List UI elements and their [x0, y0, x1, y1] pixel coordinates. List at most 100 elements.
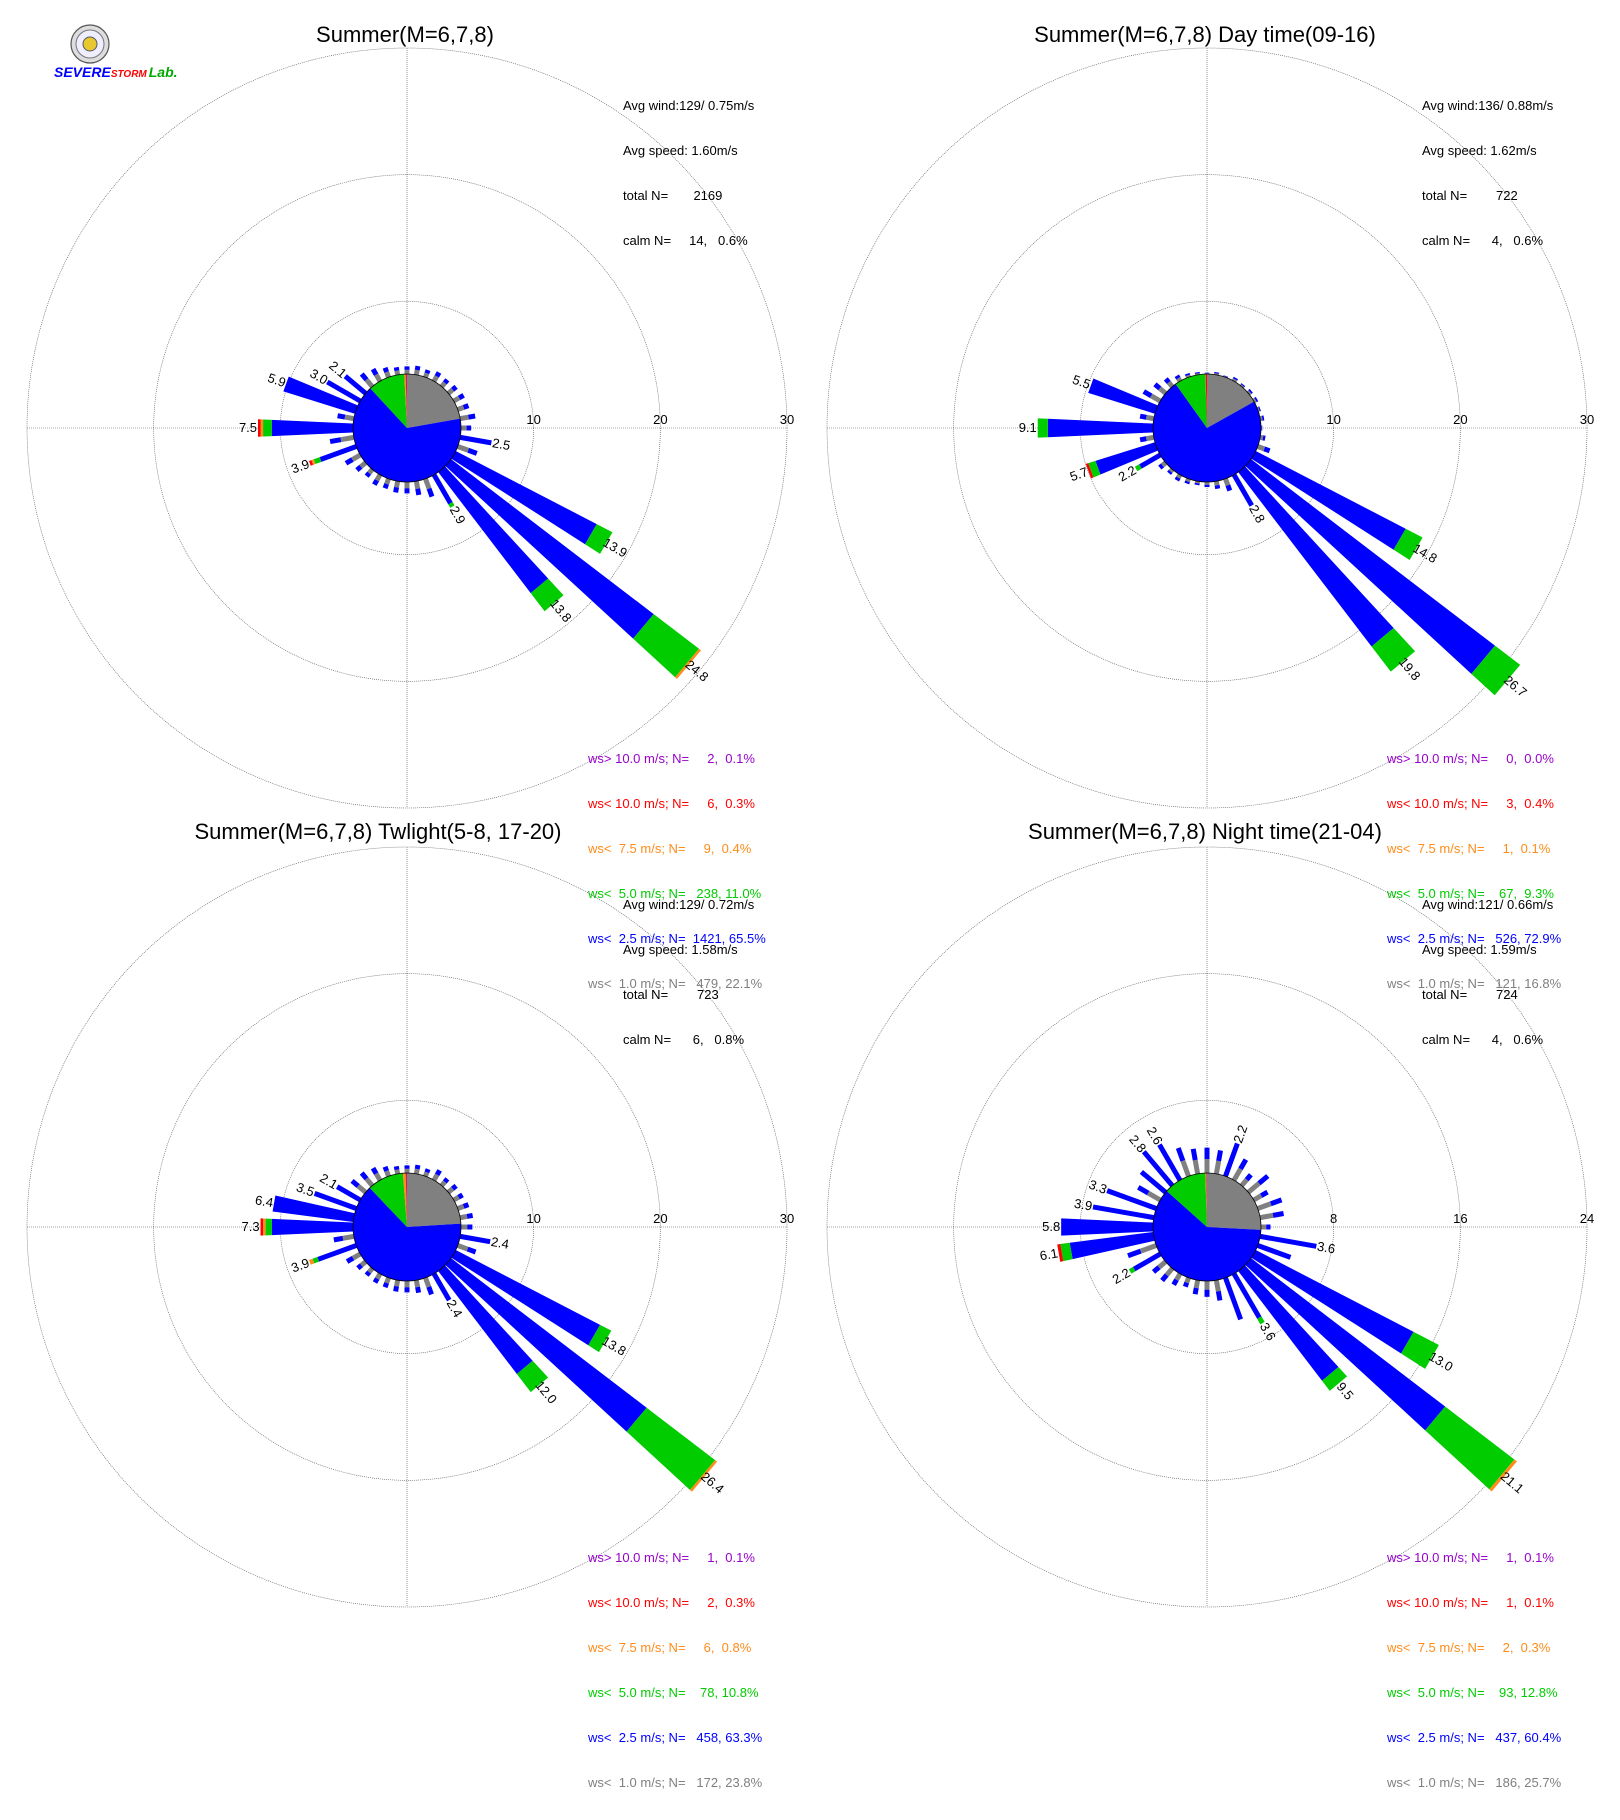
- sector-bar-340: [1176, 1147, 1185, 1161]
- ring-label: 30: [780, 412, 794, 427]
- sector-label-100: 2.5: [491, 435, 511, 453]
- legend-lt7_5: ws< 7.5 m/s; N= 6, 0.8%: [588, 1640, 762, 1655]
- sector-label-270: 7.3: [241, 1219, 259, 1234]
- legend-lt7_5: ws< 7.5 m/s; N= 2, 0.3%: [1387, 1640, 1561, 1655]
- sector-label-20: 2.2: [1230, 1123, 1250, 1145]
- stat-avg-speed: Avg speed: 1.59m/s: [1422, 942, 1553, 957]
- sector-bar-100: [1260, 1234, 1317, 1249]
- sector-bar-180: [405, 1281, 410, 1287]
- legend-lt10: ws< 10.0 m/s; N= 6, 0.3%: [588, 796, 766, 811]
- sector-bar-0: [405, 370, 410, 374]
- sector-bar-10: [1216, 1150, 1223, 1161]
- sector-bar-340: [1181, 1160, 1191, 1177]
- sector-bar-30: [1232, 1168, 1243, 1182]
- sector-bar-100: [460, 435, 492, 445]
- sector-bar-300: [1147, 1191, 1162, 1202]
- sector-label-260: 6.1: [1039, 1245, 1059, 1263]
- legend-lt2_5: ws< 2.5 m/s; N= 437, 60.4%: [1387, 1730, 1561, 1745]
- sector-bar-250: [1127, 1249, 1141, 1258]
- logo-text-storm: STORM: [111, 69, 147, 80]
- sector-label-280: 3.9: [1073, 1196, 1093, 1214]
- ring-label: 16: [1453, 1211, 1467, 1226]
- sector-label-290: 5.9: [266, 370, 288, 390]
- sector-bar-0: [405, 1165, 410, 1168]
- stat-calm-n: calm N= 14, 0.6%: [623, 233, 754, 248]
- sector-bar-270: [261, 419, 264, 436]
- sector-bar-80: [460, 415, 469, 421]
- stat-avg-wind: Avg wind:121/ 0.66m/s: [1422, 897, 1553, 912]
- chart-title: Summer(M=6,7,8) Day time(09-16): [800, 22, 1610, 48]
- speed-legend: ws> 10.0 m/s; N= 1, 0.1% ws< 10.0 m/s; N…: [588, 1520, 762, 1820]
- sector-bar-270: [1048, 419, 1153, 437]
- pie-slice-lt1: [1207, 1173, 1261, 1230]
- sector-bar-80: [460, 1214, 468, 1220]
- ring-label: 30: [1580, 412, 1594, 427]
- sector-bar-90: [467, 1225, 472, 1230]
- sector-bar-70: [1257, 1201, 1272, 1210]
- sector-bar-80: [467, 1213, 473, 1219]
- sector-bar-190: [1193, 1287, 1199, 1294]
- sector-bar-190: [393, 1286, 399, 1292]
- stat-avg-wind: Avg wind:136/ 0.88m/s: [1422, 98, 1553, 113]
- stats-block: Avg wind:129/ 0.72m/s Avg speed: 1.58m/s…: [623, 867, 754, 1077]
- sector-bar-280: [337, 413, 345, 419]
- sector-bar-280: [1146, 415, 1154, 421]
- sector-bar-260: [340, 435, 354, 442]
- stat-total-n: total N= 724: [1422, 987, 1553, 1002]
- sector-bar-260: [333, 1236, 343, 1243]
- sector-bar-270: [266, 1219, 272, 1236]
- sector-bar-170: [415, 1287, 421, 1293]
- stat-total-n: total N= 2169: [623, 188, 754, 203]
- stat-calm-n: calm N= 6, 0.8%: [623, 1032, 754, 1047]
- sector-label-250: 3.9: [289, 1255, 311, 1275]
- sector-label-120: 13.8: [599, 1333, 628, 1359]
- stat-avg-speed: Avg speed: 1.58m/s: [623, 942, 754, 957]
- stats-block: Avg wind:129/ 0.75m/s Avg speed: 1.60m/s…: [623, 68, 754, 278]
- sector-bar-0: [1205, 1148, 1210, 1159]
- sector-bar-70: [1270, 1198, 1282, 1207]
- sector-bar-170: [414, 1280, 420, 1288]
- sector-bar-270: [263, 1218, 266, 1235]
- stat-avg-wind: Avg wind:129/ 0.75m/s: [623, 98, 754, 113]
- sector-bar-110: [467, 1247, 477, 1255]
- legend-lt1: ws< 1.0 m/s; N= 172, 23.8%: [588, 1775, 762, 1790]
- sector-bar-170: [414, 481, 420, 489]
- stat-avg-speed: Avg speed: 1.62m/s: [1422, 143, 1553, 158]
- sector-bar-90: [461, 426, 467, 431]
- sector-bar-270: [272, 420, 353, 436]
- ring-label: 10: [526, 412, 540, 427]
- sector-bar-10: [1214, 1161, 1221, 1175]
- sector-bar-190: [393, 487, 399, 493]
- sector-bar-90: [467, 426, 472, 431]
- ring-label: 20: [1453, 412, 1467, 427]
- stat-avg-wind: Avg wind:129/ 0.72m/s: [623, 897, 754, 912]
- sector-label-120: 13.0: [1426, 1349, 1455, 1375]
- sector-bar-0: [405, 1169, 410, 1173]
- legend-lt5: ws< 5.0 m/s; N= 78, 10.8%: [588, 1685, 762, 1700]
- sector-bar-280: [1140, 414, 1147, 420]
- sector-bar-100: [460, 1234, 491, 1244]
- sector-label-270: 7.5: [239, 420, 257, 435]
- legend-lt1: ws< 1.0 m/s; N= 186, 25.7%: [1387, 1775, 1561, 1790]
- sector-bar-270: [258, 419, 261, 437]
- stats-block: Avg wind:121/ 0.66m/s Avg speed: 1.59m/s…: [1422, 867, 1553, 1077]
- sector-bar-110: [457, 1243, 469, 1251]
- sector-bar-90: [1266, 1225, 1270, 1230]
- sector-bar-170: [1214, 1280, 1221, 1292]
- stat-calm-n: calm N= 4, 0.6%: [1422, 1032, 1553, 1047]
- sector-label-100: 2.4: [490, 1234, 510, 1252]
- sector-bar-320: [1142, 1150, 1174, 1187]
- sector-label-290: 5.5: [1071, 372, 1093, 392]
- sector-bar-300: [1137, 1185, 1149, 1195]
- sector-bar-110: [457, 444, 469, 453]
- legend-gt10: ws> 10.0 m/s; N= 1, 0.1%: [588, 1550, 762, 1565]
- stats-block: Avg wind:136/ 0.88m/s Avg speed: 1.62m/s…: [1422, 68, 1553, 278]
- ring-label: 24: [1580, 1211, 1594, 1226]
- legend-gt10: ws> 10.0 m/s; N= 0, 0.0%: [1387, 751, 1561, 766]
- sector-bar-270: [1038, 418, 1048, 437]
- sector-bar-170: [415, 488, 421, 495]
- sector-bar-180: [1205, 485, 1210, 487]
- ring-label: 20: [653, 1211, 667, 1226]
- sector-bar-180: [405, 1287, 410, 1292]
